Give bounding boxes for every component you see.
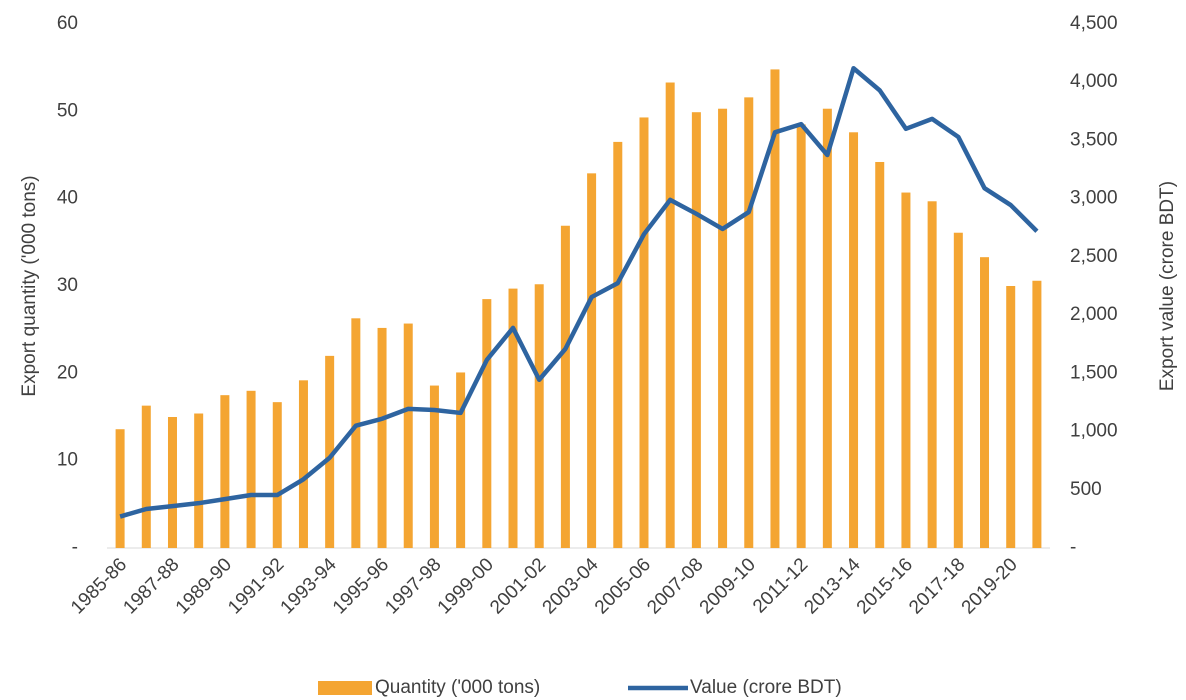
y2-axis-label: Export value (crore BDT) (1157, 181, 1178, 391)
y2-tick-label: 2,500 (1070, 246, 1118, 267)
y2-tick-label: - (1070, 537, 1076, 558)
y-tick-label: 50 (57, 100, 78, 121)
y-tick-label: - (72, 537, 78, 558)
y-tick-label: 60 (57, 13, 78, 34)
y2-tick-label: 1,500 (1070, 362, 1118, 383)
x-tick-label: 1985-86 (67, 554, 131, 618)
bar (246, 390, 256, 548)
x-tick-label: 1997-98 (381, 554, 445, 618)
x-tick-label: 2005-06 (591, 554, 655, 618)
bar (298, 380, 308, 548)
bar (980, 257, 990, 548)
legend-swatch (318, 681, 372, 695)
y2-tick-label: 2,000 (1070, 304, 1118, 325)
bar (927, 201, 937, 548)
legend-label: Value (crore BDT) (690, 677, 842, 698)
x-tick-label: 2015-16 (853, 554, 917, 618)
x-tick-label: 2011-12 (749, 554, 812, 617)
bar (325, 355, 335, 548)
bar (429, 385, 439, 548)
bar (796, 124, 806, 548)
x-tick-label: 1999-00 (434, 554, 498, 618)
bar (482, 299, 492, 548)
x-tick-label: 1989-90 (172, 554, 236, 618)
bar (953, 232, 963, 548)
x-tick-label: 2019-20 (958, 554, 1022, 618)
bar (115, 429, 125, 548)
bar (456, 372, 466, 548)
bar (141, 405, 151, 548)
y-tick-label: 10 (57, 450, 78, 471)
x-tick-label: 2007-08 (643, 554, 707, 618)
y-tick-label: 30 (57, 275, 78, 296)
x-tick-label: 1987-88 (119, 554, 183, 618)
bar (744, 97, 754, 549)
x-tick-label: 1995-96 (329, 554, 393, 618)
bar (194, 413, 204, 548)
bar (875, 161, 885, 548)
y2-tick-label: 3,500 (1070, 129, 1118, 150)
bar (377, 327, 387, 548)
bar (849, 132, 859, 548)
bar (508, 288, 518, 548)
bar (718, 108, 728, 549)
y2-tick-label: 4,000 (1070, 71, 1118, 92)
legend-label: Quantity ('000 tons) (375, 677, 540, 698)
y2-tick-label: 4,500 (1070, 13, 1118, 34)
bar (665, 82, 675, 548)
y-axis-label: Export quantity ('000 tons) (19, 175, 40, 396)
bar (167, 417, 177, 548)
bar (351, 318, 361, 548)
y-tick-label: 20 (57, 362, 78, 383)
x-tick-label: 2003-04 (539, 554, 603, 618)
y2-tick-label: 500 (1070, 479, 1102, 500)
bar (1032, 280, 1042, 548)
y-tick-label: 40 (57, 188, 78, 209)
y2-tick-label: 3,000 (1070, 188, 1118, 209)
y2-tick-label: 1,000 (1070, 421, 1118, 442)
x-tick-label: 1993-94 (277, 554, 341, 618)
bar (587, 173, 597, 548)
bar (272, 402, 282, 548)
x-tick-label: 2001-02 (486, 554, 550, 618)
bar (403, 323, 413, 548)
bar (534, 284, 544, 548)
bar (560, 225, 570, 549)
x-tick-label: 2013-14 (800, 554, 864, 618)
bar (901, 192, 911, 548)
bar (770, 69, 780, 548)
bar (613, 141, 623, 548)
x-tick-label: 2017-18 (905, 554, 969, 618)
bar (822, 108, 832, 549)
bar (691, 112, 701, 548)
line (119, 65, 1039, 519)
bar (1006, 286, 1016, 548)
bar (220, 395, 230, 548)
x-tick-label: 1991-92 (224, 554, 288, 618)
x-tick-label: 2009-10 (696, 554, 760, 618)
bar (639, 117, 649, 549)
